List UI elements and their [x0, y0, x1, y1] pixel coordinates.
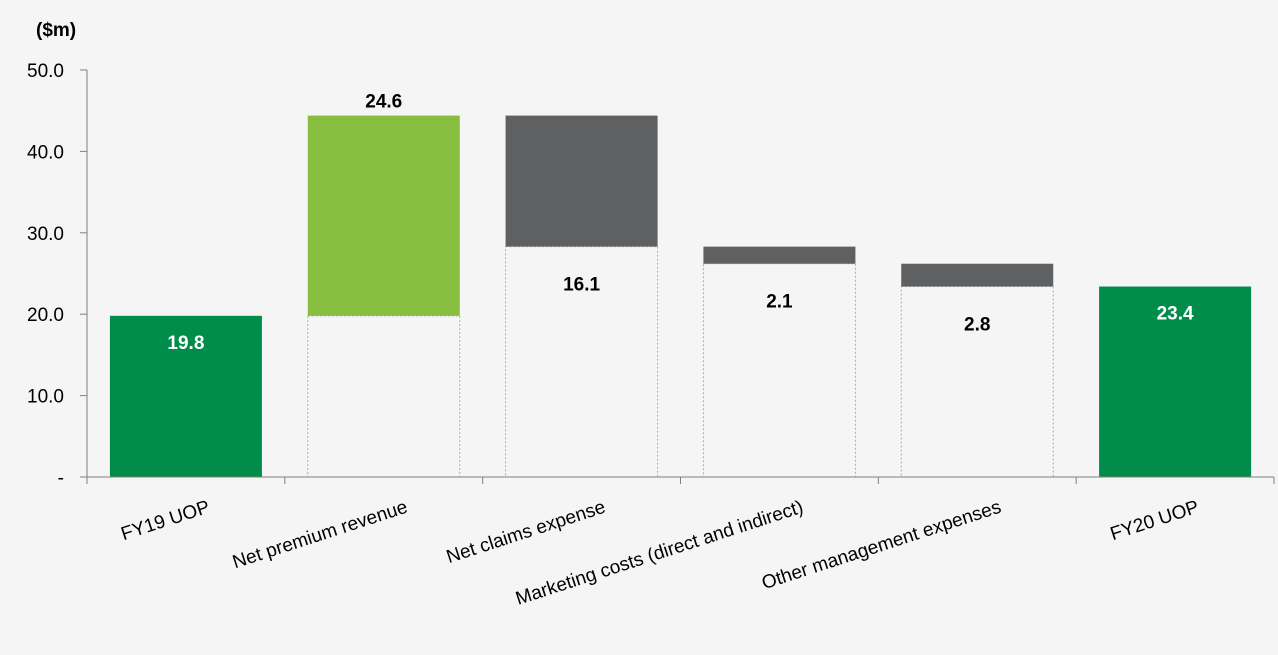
data-label: 19.8 — [167, 333, 204, 354]
axes — [86, 70, 1274, 478]
x-ticks — [86, 477, 1275, 484]
unit-label: ($m) — [36, 20, 76, 41]
category-label: FY20 UOP — [1108, 497, 1202, 545]
data-label: 2.8 — [964, 315, 990, 336]
bar-decrease — [505, 115, 658, 247]
y-ticks: - 10.0 20.0 30.0 40.0 50.0 — [27, 61, 87, 489]
category-label: FY19 UOP — [119, 497, 213, 545]
bridge-segment — [900, 286, 1054, 478]
bar-increase — [307, 115, 460, 316]
y-tick-label: 50.0 — [27, 61, 64, 82]
bar-decrease — [901, 263, 1054, 287]
y-tick-label: 40.0 — [27, 142, 64, 163]
bridge-segment — [505, 246, 659, 478]
data-label: 24.6 — [365, 92, 402, 113]
category-label: Net claims expense — [444, 497, 608, 568]
data-labels: 19.8 24.6 16.1 2.1 2.8 23.4 — [167, 92, 1194, 354]
bar-total — [109, 315, 262, 477]
bridge-segment — [307, 315, 461, 478]
category-label: Net premium revenue — [230, 497, 410, 573]
data-label: 16.1 — [563, 275, 600, 296]
y-tick-label: 30.0 — [27, 224, 64, 245]
y-tick-label: 10.0 — [27, 387, 64, 408]
data-label: 23.4 — [1157, 304, 1194, 325]
bridge-segments — [307, 246, 1054, 478]
y-tick-label: - — [58, 468, 64, 489]
bar-decrease — [703, 246, 856, 264]
y-tick-label: 20.0 — [27, 305, 64, 326]
category-labels: FY19 UOP Net premium revenue Net claims ex… — [119, 497, 1202, 610]
bars — [109, 115, 1252, 477]
bar-total — [1099, 286, 1252, 477]
data-label: 2.1 — [766, 292, 793, 313]
